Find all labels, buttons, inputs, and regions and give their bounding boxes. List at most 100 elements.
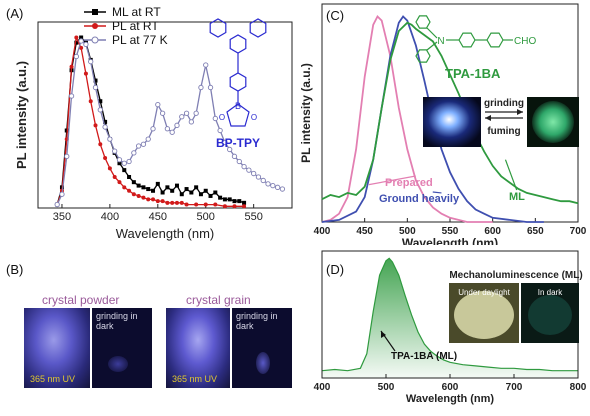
data-point: [140, 141, 147, 147]
x-axis-label: Wavelength (nm): [116, 226, 215, 241]
data-point: [189, 190, 194, 195]
x-tick-label: 500: [197, 211, 215, 223]
legend-label: ML at RT: [112, 5, 161, 19]
data-point: [242, 204, 247, 209]
data-point: [169, 129, 175, 135]
inset-title: Mechanoluminescence (ML): [449, 270, 582, 281]
data-point: [160, 199, 165, 204]
dark-glow-spot: [108, 356, 128, 372]
data-point: [83, 71, 88, 76]
data-point: [212, 115, 218, 122]
crystal-grain-uv-photo: 365 nm UV: [166, 308, 230, 388]
data-point: [112, 148, 118, 154]
x-tick-label: 350: [53, 211, 71, 223]
data-point: [107, 166, 112, 171]
bond: [426, 41, 438, 51]
data-point: [194, 202, 199, 207]
data-point: [255, 174, 262, 180]
data-point: [117, 180, 122, 185]
data-point: [151, 197, 156, 202]
data-point: [170, 188, 175, 193]
data-point: [174, 183, 179, 188]
arrowhead: [381, 331, 386, 338]
panel-d-chart: 400 500 600 700 800 Wavelength (nm) TPA-1BA (M…: [314, 250, 587, 405]
series-line: [56, 35, 245, 207]
series-line: [56, 39, 283, 205]
data-point: [203, 188, 208, 193]
data-point: [165, 185, 170, 190]
boronate-ring: [226, 103, 250, 127]
panel-a-chart: 350 400 450 500 550 Wavelength (nm) PL intensi…: [14, 5, 293, 241]
grinding-label-powder: grinding in dark: [96, 311, 138, 331]
data-point: [69, 64, 74, 69]
phenyl-ring: [229, 72, 247, 92]
data-point: [251, 170, 257, 177]
series-line: [321, 257, 578, 372]
data-point: [155, 102, 161, 108]
data-point: [141, 195, 146, 200]
crystal-powder-dark-photo: grinding in dark: [92, 308, 152, 388]
data-point: [127, 188, 132, 193]
annotation-arrow: [368, 175, 416, 186]
data-point: [151, 188, 156, 193]
x-tick-label: 550: [244, 211, 262, 223]
data-point: [203, 62, 209, 68]
data-point: [117, 161, 122, 166]
data-point: [232, 199, 237, 204]
data-point: [74, 35, 79, 40]
data-point: [135, 143, 142, 149]
data-point: [150, 126, 156, 132]
x-axis-label: Wavelength (nm): [402, 236, 498, 245]
data-point: [131, 192, 136, 197]
data-point: [179, 200, 184, 205]
data-point: [188, 119, 195, 125]
x-tick-label: 800: [570, 382, 587, 393]
data-point: [265, 181, 271, 187]
crystal-grain-dark-photo: grinding in dark: [232, 308, 292, 388]
data-point: [193, 110, 199, 116]
data-point: [146, 187, 151, 192]
data-point: [146, 197, 151, 202]
x-tick-label: 600: [442, 382, 459, 393]
data-point: [136, 183, 141, 188]
data-point: [213, 190, 218, 195]
data-point: [93, 123, 98, 128]
data-point: [160, 190, 165, 195]
data-point: [74, 40, 79, 45]
data-point: [122, 168, 127, 173]
daylight-photo-sample: [454, 291, 514, 339]
data-point: [103, 119, 108, 124]
data-point: [207, 84, 214, 91]
x-tick-label: 500: [378, 382, 395, 393]
x-tick-label: 400: [101, 211, 119, 223]
data-point: [127, 175, 132, 179]
data-point: [103, 156, 108, 161]
data-point: [179, 192, 184, 197]
data-point: [136, 193, 141, 198]
data-point: [217, 127, 223, 134]
data-point: [92, 84, 99, 91]
legend-marker: [92, 23, 98, 29]
data-point: [131, 180, 136, 185]
crystal-grain-title: crystal grain: [186, 293, 251, 307]
x-tick-label: 450: [356, 226, 373, 237]
data-point: [274, 184, 281, 190]
data-point: [59, 191, 65, 197]
data-point: [236, 158, 242, 165]
data-point: [107, 136, 113, 142]
data-point: [198, 84, 204, 91]
legend-marker: [92, 9, 98, 15]
arrowhead: [485, 115, 491, 121]
legend-label: PL at RT: [112, 19, 159, 33]
nitrogen-atom-label: N: [437, 36, 444, 47]
pyridine-ring: [249, 18, 267, 38]
plot-frame: [37, 21, 293, 209]
data-point: [79, 35, 84, 40]
daylight-label: Under daylight: [458, 288, 510, 297]
data-point: [222, 204, 227, 209]
data-point: [179, 114, 185, 120]
y-axis-label: PL intensity (a.u.): [14, 61, 29, 169]
series-line: [321, 21, 579, 205]
grinding-label: grinding: [484, 98, 524, 109]
x-tick-label: 700: [506, 382, 523, 393]
